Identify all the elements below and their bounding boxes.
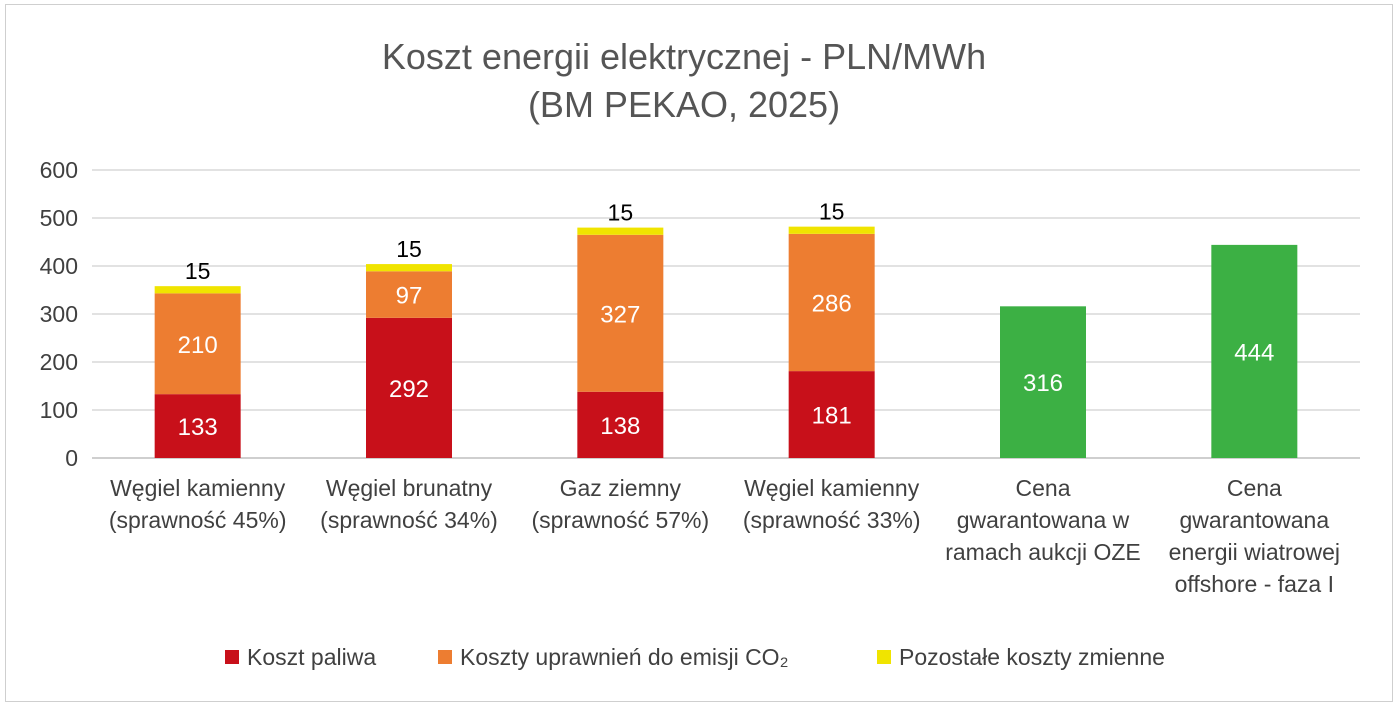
x-tick-label-cat-1-line-2: (sprawność 45%) [109, 507, 287, 533]
x-tick-label-cat-6-line-4: offshore - faza I [1175, 571, 1334, 597]
data-label-pozostale-koszty-zmienne-cat-4: 15 [819, 199, 845, 225]
bar-pozostale-koszty-zmienne-cat-4 [788, 226, 875, 234]
bar-pozostale-koszty-zmienne-cat-2 [366, 264, 452, 272]
legend-item-pozostale-koszty: Pozostałe koszty zmienne [877, 642, 1165, 672]
x-tick-label-cat-6-line-3: energii wiatrowej [1169, 539, 1340, 565]
bar-koszt-paliwa-cat-1 [154, 394, 241, 458]
x-tick-label-cat-6-line-1: Cena [1227, 475, 1282, 501]
bar-koszty-uprawnien-do-emisji-co-cat-2 [366, 271, 452, 318]
data-label-oze-cat-6: 444 [1234, 339, 1274, 366]
data-label-koszt-paliwa-cat-4: 181 [812, 403, 852, 430]
y-tick-label-200: 200 [40, 349, 78, 375]
y-tick-label-600: 600 [40, 157, 78, 183]
data-label-pozostale-koszty-zmienne-cat-1: 15 [185, 258, 211, 284]
data-label-koszty-uprawnien-do-emisji-co-cat-2: 97 [396, 283, 423, 310]
x-tick-label-cat-5-line-3: ramach aukcji OZE [945, 539, 1141, 565]
chart-title-line-1: Koszt energii elektrycznej - PLN/MWh [381, 36, 987, 77]
x-tick-label-cat-2-line-2: (sprawność 34%) [320, 507, 498, 533]
bar-koszt-paliwa-cat-2 [366, 317, 452, 458]
data-label-koszt-paliwa-cat-3: 138 [600, 413, 640, 440]
legend-label-pozostale-koszty: Pozostałe koszty zmienne [899, 643, 1165, 670]
bar-pozostale-koszty-zmienne-cat-1 [154, 286, 241, 294]
legend-swatch-pozostale-koszty [877, 650, 891, 664]
bar-koszty-uprawnien-do-emisji-co-cat-4 [788, 233, 875, 372]
legend-swatch-koszty-co2 [438, 650, 452, 664]
x-tick-label-cat-3-line-1: Gaz ziemny [560, 475, 682, 501]
legend-swatch-koszt-paliwa [225, 650, 239, 664]
chart-title: Koszt energii elektrycznej - PLN/MWh (BM… [6, 33, 1362, 129]
data-label-koszty-uprawnien-do-emisji-co-cat-1: 210 [178, 332, 218, 359]
bar-oze-cat-5 [1000, 306, 1086, 458]
x-tick-label-cat-5-line-2: gwarantowana w [957, 507, 1130, 533]
chart-title-line-2: (BM PEKAO, 2025) [527, 84, 841, 125]
x-tick-label-cat-1-line-1: Węgiel kamienny [110, 475, 286, 501]
data-label-koszty-uprawnien-do-emisji-co-cat-3: 327 [600, 301, 640, 328]
x-tick-label-cat-5-line-1: Cena [1016, 475, 1071, 501]
y-tick-label-500: 500 [40, 205, 78, 231]
legend-label-koszty-co2: Koszty uprawnień do emisji CO₂ [460, 643, 789, 670]
legend-label-koszt-paliwa: Koszt paliwa [247, 643, 377, 670]
x-tick-label-cat-3-line-2: (sprawność 57%) [531, 507, 709, 533]
data-label-koszt-paliwa-cat-2: 292 [389, 376, 429, 403]
y-tick-label-0: 0 [65, 445, 78, 471]
data-label-pozostale-koszty-zmienne-cat-2: 15 [396, 236, 422, 262]
bar-koszty-uprawnien-do-emisji-co-cat-1 [154, 293, 241, 395]
bar-pozostale-koszty-zmienne-cat-3 [577, 227, 664, 235]
data-label-koszty-uprawnien-do-emisji-co-cat-4: 286 [812, 290, 852, 317]
data-label-oze-cat-5: 316 [1023, 370, 1063, 397]
bar-koszty-uprawnien-do-emisji-co-cat-3 [577, 234, 664, 392]
x-tick-label-cat-4-line-1: Węgiel kamienny [744, 475, 920, 501]
bar-koszt-paliwa-cat-4 [788, 371, 875, 458]
y-tick-label-400: 400 [40, 253, 78, 279]
x-tick-label-cat-2-line-1: Węgiel brunatny [326, 475, 493, 501]
x-tick-label-cat-4-line-2: (sprawność 33%) [743, 507, 921, 533]
x-tick-label-cat-6-line-2: gwarantowana [1180, 507, 1330, 533]
y-tick-label-300: 300 [40, 301, 78, 327]
y-tick-label-100: 100 [40, 397, 78, 423]
legend-item-koszt-paliwa: Koszt paliwa [225, 642, 376, 672]
bar-oze-cat-6 [1211, 244, 1298, 458]
bar-koszt-paliwa-cat-3 [577, 391, 664, 458]
data-label-pozostale-koszty-zmienne-cat-3: 15 [608, 200, 634, 226]
legend-item-koszty-co2: Koszty uprawnień do emisji CO₂ [438, 642, 789, 672]
data-label-koszt-paliwa-cat-1: 133 [178, 414, 218, 441]
